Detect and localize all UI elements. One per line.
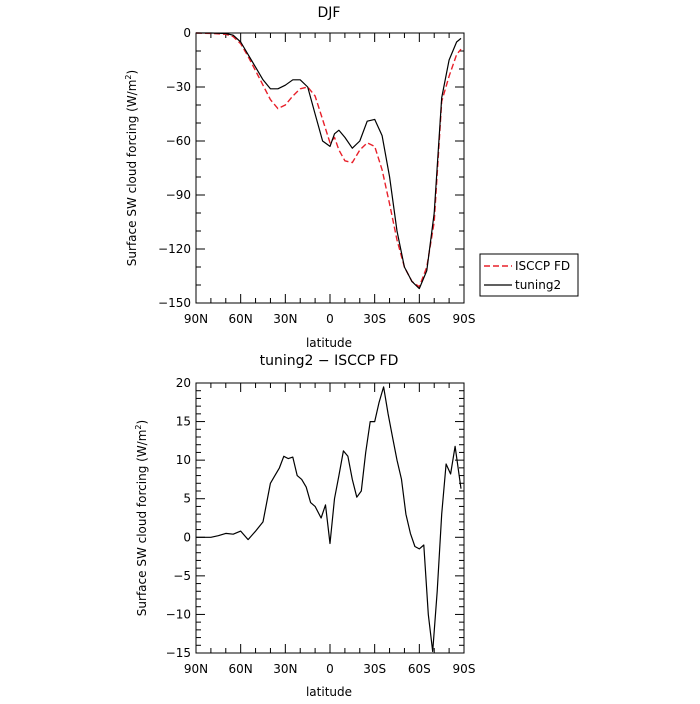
bottom-chart-y-axis-label: Surface SW cloud forcing (W/m2)	[134, 420, 149, 616]
top-chart-series-line-isccp-fd	[195, 32, 462, 288]
bottom-chart-x-tick-label: 0	[326, 662, 334, 676]
top-chart-y-axis-label: Surface SW cloud forcing (W/m2)	[124, 70, 139, 266]
bottom-chart-series	[196, 386, 462, 653]
top-chart-legend: ISCCP FD tuning2	[479, 253, 579, 297]
bottom-chart-y-tick-label: 5	[183, 492, 191, 506]
legend-label-isccp: ISCCP FD	[515, 259, 570, 273]
bottom-chart-x-tick-label: 30S	[363, 662, 386, 676]
top-chart-y-axis-label-close: )	[125, 70, 139, 75]
top-chart-y-tick-label: −30	[166, 80, 191, 94]
top-chart-y-tick-label: 0	[183, 26, 191, 40]
bottom-chart-x-tick-label: 60N	[229, 662, 253, 676]
bottom-chart-y-tick-label: 0	[183, 530, 191, 544]
bottom-chart-ticks: 90N 60N 30N 0 30S 60S 90S 20 15 10 5 0 −5 −10 −15	[166, 376, 476, 676]
top-chart-y-tick-label: −120	[158, 242, 191, 256]
top-chart-plot-frame	[195, 32, 465, 304]
top-chart-x-tick-label: 90N	[184, 312, 208, 326]
bottom-chart-x-axis-label: latitude	[306, 685, 352, 699]
bottom-chart-x-tick-label: 90N	[184, 662, 208, 676]
top-chart-y-axis-label-main: Surface SW cloud forcing (W/m	[125, 80, 139, 267]
bottom-chart-panel: tuning2 − ISCCP FD 90N 60N 30N 0 30S 60S 90S20…	[134, 353, 475, 699]
legend-box	[479, 253, 579, 297]
top-chart-ticks: 90N 60N 30N 0 30S 60S 90S 0 −30 −60 −90 −120 −150	[158, 26, 475, 326]
bottom-chart-y-axis-label-close: )	[135, 420, 149, 425]
top-chart-series-line-tuning2	[196, 32, 462, 290]
bottom-chart-y-tick-label: −5	[173, 569, 191, 583]
top-chart-x-tick-label: 60N	[229, 312, 253, 326]
bottom-chart-y-axis-label-sup: 2	[134, 424, 143, 429]
top-chart-panel: DJF 90N 60N 30N 0 30S 60S 90S 0 −30 −60 −90 −120 −15…	[124, 5, 579, 350]
bottom-chart-y-tick-label: 20	[176, 376, 191, 390]
top-chart-x-tick-label: 90S	[453, 312, 476, 326]
top-chart-x-axis-label: latitude	[306, 336, 352, 350]
bottom-chart-y-axis-label-main: Surface SW cloud forcing (W/m	[135, 430, 149, 617]
top-chart-x-tick-label: 60S	[408, 312, 431, 326]
top-chart-x-tick-label: 30N	[273, 312, 297, 326]
top-chart-title: DJF	[318, 5, 341, 21]
top-chart-y-axis-label-sup: 2	[124, 74, 133, 79]
bottom-chart-x-tick-label: 60S	[408, 662, 431, 676]
bottom-chart-series-line-0	[196, 386, 462, 653]
top-chart-x-tick-label: 30S	[363, 312, 386, 326]
top-chart-y-tick-label: −150	[158, 296, 191, 310]
bottom-chart-y-tick-label: −15	[166, 646, 191, 660]
bottom-chart-title: tuning2 − ISCCP FD	[260, 353, 399, 369]
top-chart-y-tick-label: −90	[166, 188, 191, 202]
top-chart-y-tick-label: −60	[166, 134, 191, 148]
top-chart-x-tick-label: 0	[326, 312, 334, 326]
bottom-chart-y-tick-label: −10	[166, 607, 191, 621]
bottom-chart-y-tick-label: 15	[176, 415, 191, 429]
bottom-chart-y-tick-label: 10	[176, 453, 191, 467]
bottom-chart-x-tick-label: 90S	[453, 662, 476, 676]
top-chart-series	[195, 32, 462, 290]
bottom-chart-plot-frame	[195, 382, 465, 654]
bottom-chart-x-tick-label: 30N	[273, 662, 297, 676]
legend-label-tuning2: tuning2	[515, 278, 561, 292]
